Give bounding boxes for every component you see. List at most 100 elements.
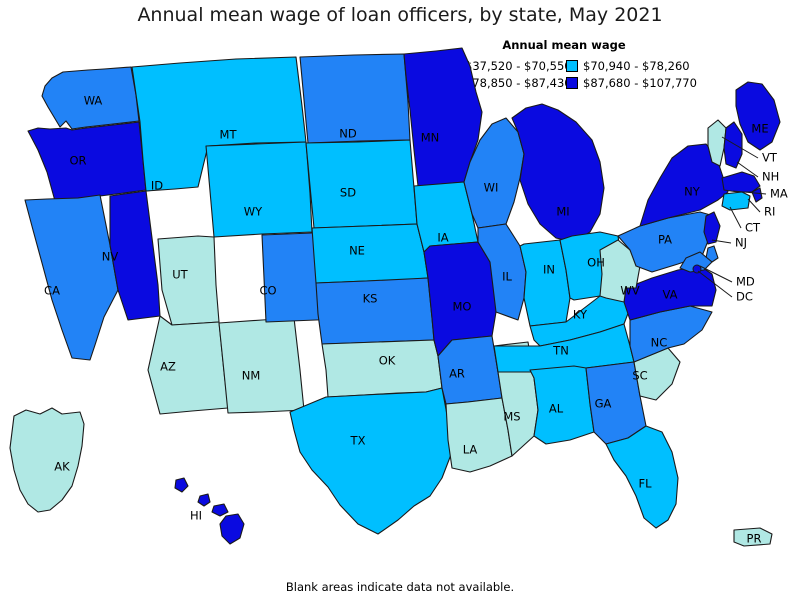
state-label-al: AL — [549, 402, 564, 416]
state-hi[interactable] — [211, 503, 229, 517]
state-il[interactable] — [477, 223, 527, 321]
state-de[interactable] — [705, 245, 719, 263]
state-label-pa: PA — [658, 233, 672, 247]
state-ok[interactable] — [321, 339, 443, 398]
legend-label-1: $37,520 - $70,550 — [465, 58, 572, 73]
state-label-mn: MN — [421, 131, 440, 145]
legend-label-4: $87,680 - $107,770 — [583, 75, 697, 90]
state-label-ms: MS — [503, 410, 520, 424]
state-label-or: OR — [69, 154, 86, 168]
state-label-sd: SD — [340, 186, 356, 200]
state-nv[interactable] — [109, 190, 161, 321]
legend-label-2: $70,940 - $78,260 — [583, 58, 690, 73]
state-label-pr: PR — [747, 532, 762, 546]
state-ct[interactable] — [721, 191, 751, 211]
state-ne[interactable] — [311, 223, 429, 284]
state-label-mt: MT — [220, 128, 238, 142]
state-label-tx: TX — [350, 434, 366, 448]
leader-line-vt — [721, 136, 759, 159]
legend-item-4: $87,680 - $107,770 — [566, 75, 697, 90]
state-label-wi: WI — [484, 181, 499, 195]
leader-line-nh — [736, 161, 759, 178]
state-la[interactable] — [445, 397, 513, 473]
legend-swatch-4 — [566, 76, 578, 89]
state-or[interactable] — [27, 121, 147, 202]
leader-line-md — [699, 265, 733, 283]
state-ut[interactable] — [157, 235, 220, 326]
state-label-az: AZ — [160, 360, 176, 374]
state-label-dc: DC — [736, 290, 753, 304]
state-label-oh: OH — [587, 256, 605, 270]
state-label-fl: FL — [638, 477, 652, 491]
state-label-me: ME — [751, 122, 768, 136]
state-label-ks: KS — [363, 292, 378, 306]
state-hi[interactable] — [197, 493, 211, 507]
state-label-ak: AK — [54, 460, 70, 474]
state-nh[interactable] — [723, 121, 743, 169]
state-nm[interactable] — [218, 317, 305, 414]
state-vt[interactable] — [707, 119, 727, 167]
state-me[interactable] — [735, 81, 781, 151]
state-label-ny: NY — [684, 185, 701, 199]
state-label-ct: CT — [745, 221, 761, 235]
state-label-ar: AR — [449, 367, 465, 381]
state-label-vt: VT — [762, 151, 778, 165]
state-wy[interactable] — [205, 141, 313, 238]
legend-label-3: $78,850 - $87,430 — [465, 75, 572, 90]
state-dc[interactable] — [692, 264, 702, 274]
state-mi[interactable] — [511, 103, 605, 243]
state-label-sc: SC — [632, 369, 647, 383]
state-label-in: IN — [543, 263, 555, 277]
leader-line-ri — [747, 198, 761, 213]
state-md[interactable] — [679, 251, 713, 273]
state-hi[interactable] — [174, 477, 189, 493]
state-label-ia: IA — [437, 231, 448, 245]
state-label-id: ID — [151, 179, 163, 193]
state-ak[interactable] — [9, 407, 85, 513]
state-mn[interactable] — [403, 47, 483, 187]
state-label-wv: WV — [620, 284, 639, 298]
leader-line-nj — [711, 239, 732, 244]
legend-swatch-2 — [566, 59, 578, 72]
state-label-tn: TN — [552, 344, 569, 358]
state-label-nd: ND — [339, 127, 357, 141]
state-nj[interactable] — [703, 211, 721, 245]
state-label-la: LA — [463, 443, 478, 457]
state-ar[interactable] — [437, 335, 503, 405]
state-wa[interactable] — [41, 66, 140, 130]
state-sd[interactable] — [305, 139, 418, 229]
legend-title: Annual mean wage — [502, 38, 626, 52]
state-label-md: MD — [736, 275, 755, 289]
state-label-nv: NV — [102, 250, 119, 264]
callout-leader-lines — [697, 136, 767, 298]
leader-line-ma — [732, 190, 767, 195]
state-tx[interactable] — [289, 387, 453, 535]
state-label-nj: NJ — [735, 236, 747, 250]
map-footnote: Blank areas indicate data not available. — [285, 580, 515, 594]
state-wv[interactable] — [599, 239, 641, 303]
state-label-ne: NE — [349, 244, 365, 258]
state-label-nm: NM — [242, 369, 261, 383]
state-ca[interactable] — [24, 194, 119, 361]
state-in[interactable] — [519, 239, 571, 327]
leader-line-ct — [729, 206, 742, 229]
state-shapes — [9, 47, 781, 547]
state-ks[interactable] — [315, 277, 435, 345]
state-label-ky: KY — [573, 308, 588, 322]
state-pr[interactable] — [733, 527, 773, 547]
state-label-ca: CA — [44, 284, 60, 298]
state-label-nh: NH — [762, 170, 779, 184]
state-hi[interactable] — [219, 513, 245, 545]
state-fl[interactable] — [605, 425, 679, 529]
state-label-co: CO — [259, 284, 276, 298]
state-va[interactable] — [623, 265, 717, 321]
state-ma[interactable] — [721, 171, 761, 193]
leader-line-dc — [697, 270, 733, 298]
state-label-ma: MA — [770, 187, 788, 201]
state-label-mi: MI — [556, 205, 569, 219]
state-label-ut: UT — [172, 268, 188, 282]
state-ri[interactable] — [751, 187, 763, 203]
legend-item-2: $70,940 - $78,260 — [566, 58, 690, 73]
state-label-nc: NC — [651, 336, 668, 350]
